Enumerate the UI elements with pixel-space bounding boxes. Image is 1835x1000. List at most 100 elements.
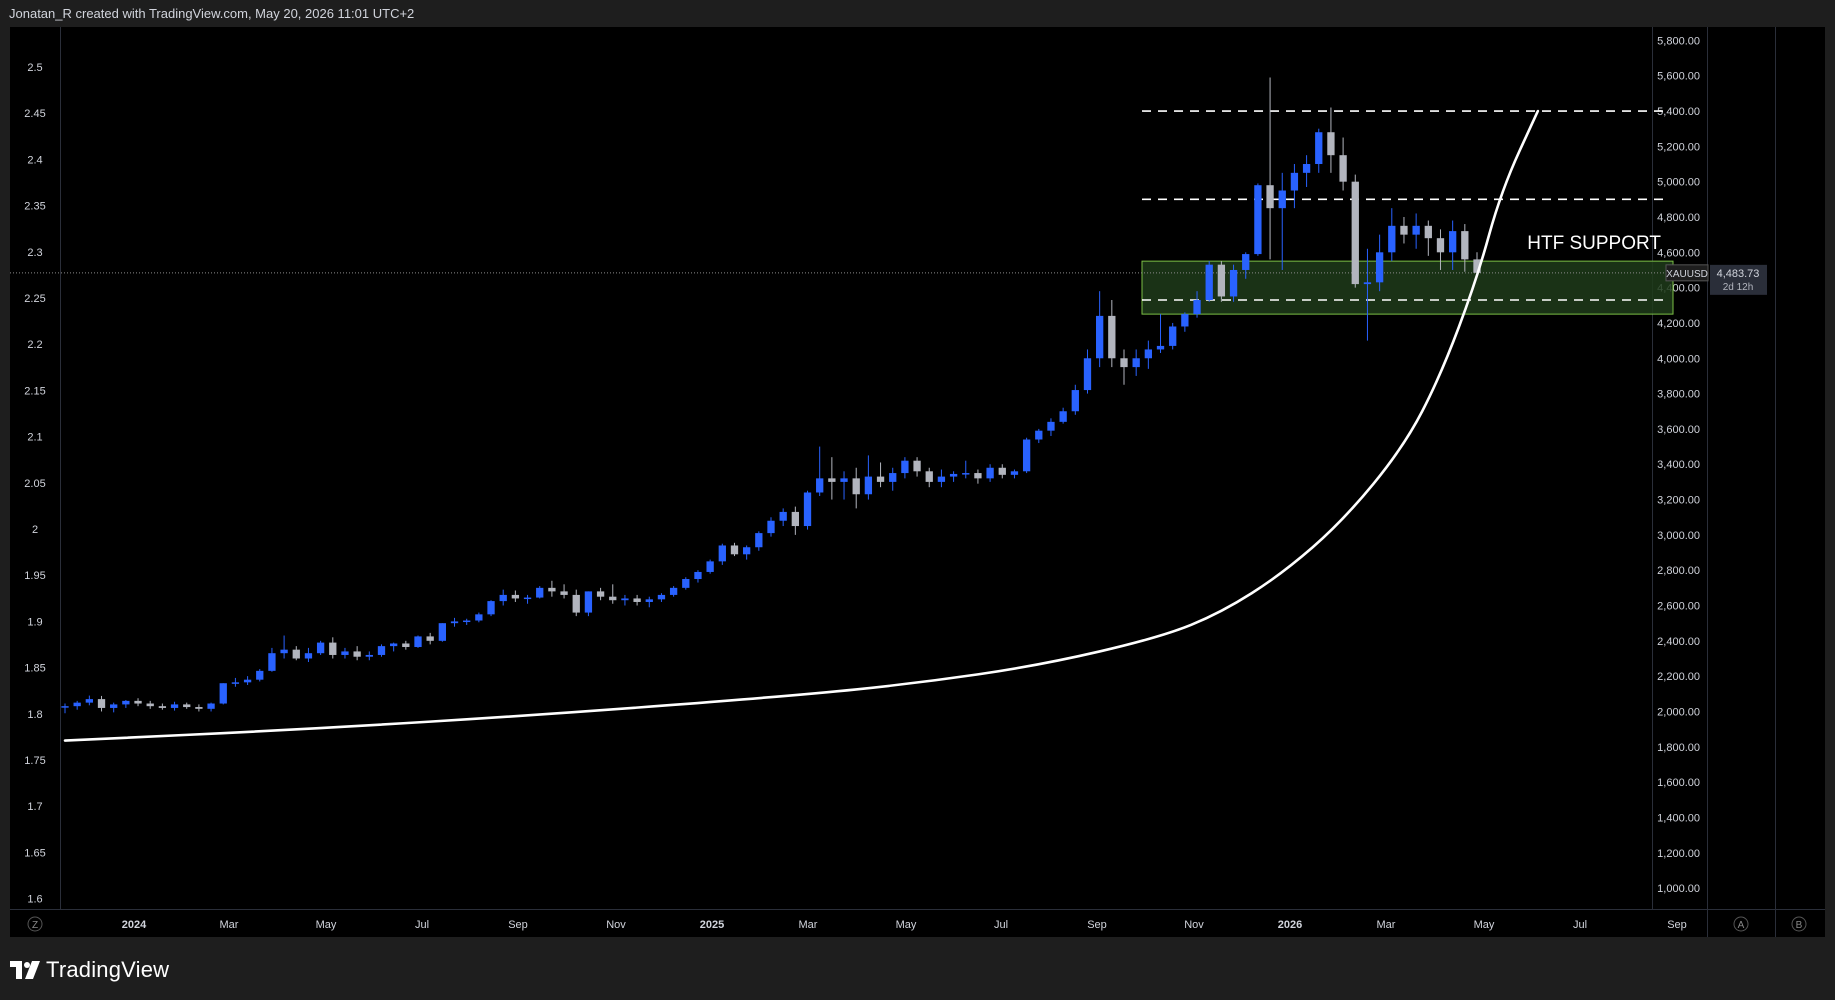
candle-body xyxy=(657,594,666,600)
tradingview-logo-text: TradingView xyxy=(46,957,170,982)
candle-body xyxy=(523,597,532,600)
right-axis-tick-label: 4,200.00 xyxy=(1657,318,1700,330)
right-axis-tick-label: 4,600.00 xyxy=(1657,247,1700,259)
candle-body xyxy=(1022,439,1031,472)
candle-body xyxy=(852,478,860,495)
candle-body xyxy=(755,533,763,548)
candle-body xyxy=(1144,349,1152,359)
candle-body xyxy=(1327,132,1335,156)
right-axis-tick-label: 2,600.00 xyxy=(1657,601,1700,613)
left-axis-tick-label: 2.4 xyxy=(27,154,42,166)
candle-body xyxy=(85,699,93,703)
left-axis-tick-label: 2.3 xyxy=(27,247,42,259)
candle-body xyxy=(1351,181,1359,285)
left-axis-tick-label: 2.1 xyxy=(27,432,42,444)
right-axis-tick-label: 3,400.00 xyxy=(1657,459,1700,471)
parabolic-trend-curve[interactable] xyxy=(63,109,1540,742)
candle-body xyxy=(426,636,434,641)
time-axis-tick-label: Nov xyxy=(606,919,626,931)
candle-body xyxy=(170,704,179,708)
candle-body xyxy=(1461,231,1469,260)
candle-body xyxy=(962,473,970,475)
candle-body xyxy=(609,596,617,601)
scale-button-label[interactable]: B xyxy=(1796,920,1803,931)
right-axis-tick-label: 2,800.00 xyxy=(1657,565,1700,577)
candle-body xyxy=(1156,345,1165,350)
right-axis-tick-label: 1,800.00 xyxy=(1657,742,1700,754)
candle-body xyxy=(122,700,130,705)
right-axis-tick-label: 1,200.00 xyxy=(1657,848,1700,860)
candle-body xyxy=(633,598,641,602)
time-axis-tick-label: 2024 xyxy=(122,919,147,931)
candle-body xyxy=(682,579,690,588)
candle-body xyxy=(499,594,507,602)
left-axis-tick-label: 1.9 xyxy=(27,616,42,628)
candle-body xyxy=(365,654,373,657)
candle-body xyxy=(1010,471,1019,475)
candle-body xyxy=(207,703,215,709)
scale-button-circle[interactable] xyxy=(1791,916,1807,932)
candle-body xyxy=(61,706,69,708)
right-axis-tick-label: 3,000.00 xyxy=(1657,530,1700,542)
candle-body xyxy=(743,547,751,555)
candle-body xyxy=(292,649,300,659)
candle-body xyxy=(536,587,544,598)
candle-body xyxy=(110,704,118,708)
time-axis-tick-label: Mar xyxy=(220,919,239,931)
candle-body xyxy=(694,571,702,580)
candle-body xyxy=(1181,314,1189,327)
candle-body xyxy=(730,545,739,555)
candle-body xyxy=(803,492,812,527)
candle-body xyxy=(986,467,994,479)
right-axis-tick-label: 5,000.00 xyxy=(1657,177,1700,189)
time-axis-tick-label: Jul xyxy=(415,919,429,931)
candle-body xyxy=(1363,282,1372,285)
left-axis-tick-label: 2.15 xyxy=(24,385,45,397)
left-axis-tick-label: 1.65 xyxy=(24,847,45,859)
right-axis-tick-label: 1,400.00 xyxy=(1657,812,1700,824)
timezone-button-circle[interactable] xyxy=(27,916,43,932)
time-axis-tick-label: Mar xyxy=(1377,919,1396,931)
chart-panel[interactable]: 2.5 2.45 2.4 2.35 2.3 2.25 2.2 2.15 2.1 2.05 2 1.95… xyxy=(10,27,1825,937)
candle-body xyxy=(974,473,982,479)
candle-body xyxy=(1096,315,1104,359)
time-axis-tick-label: Sep xyxy=(1087,919,1107,931)
timezone-button-label[interactable]: Z xyxy=(32,920,38,931)
candle-body xyxy=(1302,164,1311,173)
candle-body xyxy=(1424,225,1432,239)
candle-body xyxy=(706,561,714,572)
candle-body xyxy=(816,478,824,493)
scale-button-label[interactable]: A xyxy=(1738,920,1745,931)
htf-support-label[interactable]: HTF SUPPORT xyxy=(1527,233,1661,254)
candle-body xyxy=(231,682,240,684)
scale-button-circle[interactable] xyxy=(1733,916,1749,932)
candle-body xyxy=(572,594,580,613)
candle-body xyxy=(560,591,568,595)
tradingview-logo: TradingView xyxy=(10,955,169,985)
time-axis-tick-label: Sep xyxy=(508,919,528,931)
candle-body xyxy=(1229,269,1238,297)
candle-body xyxy=(329,642,337,655)
time-axis-tick-label: May xyxy=(1474,919,1495,931)
right-axis-tick-label: 3,800.00 xyxy=(1657,389,1700,401)
candle-body xyxy=(584,591,593,613)
candle-body xyxy=(1449,231,1457,253)
candle-body xyxy=(1035,430,1043,440)
right-axis-tick-label: 2,400.00 xyxy=(1657,636,1700,648)
left-axis-tick-label: 1.75 xyxy=(24,755,45,767)
right-axis-tick-label: 5,400.00 xyxy=(1657,106,1700,118)
candle-body xyxy=(487,601,495,615)
right-axis-tick-label: 3,600.00 xyxy=(1657,424,1700,436)
candle-body xyxy=(669,587,678,595)
candle-body xyxy=(864,476,873,495)
right-axis-tick-label: 2,200.00 xyxy=(1657,671,1700,683)
candle-body xyxy=(1254,185,1262,255)
price-chart[interactable]: 2.52.452.42.352.32.252.22.152.12.0521.95… xyxy=(10,27,1825,937)
candle-body xyxy=(268,653,276,671)
candle-body xyxy=(158,706,167,708)
left-axis-tick-label: 2.05 xyxy=(24,478,45,490)
candle-body xyxy=(949,473,958,477)
candle-body xyxy=(901,460,909,474)
time-axis-tick-label: 2025 xyxy=(700,919,724,931)
candle-body xyxy=(937,476,946,482)
